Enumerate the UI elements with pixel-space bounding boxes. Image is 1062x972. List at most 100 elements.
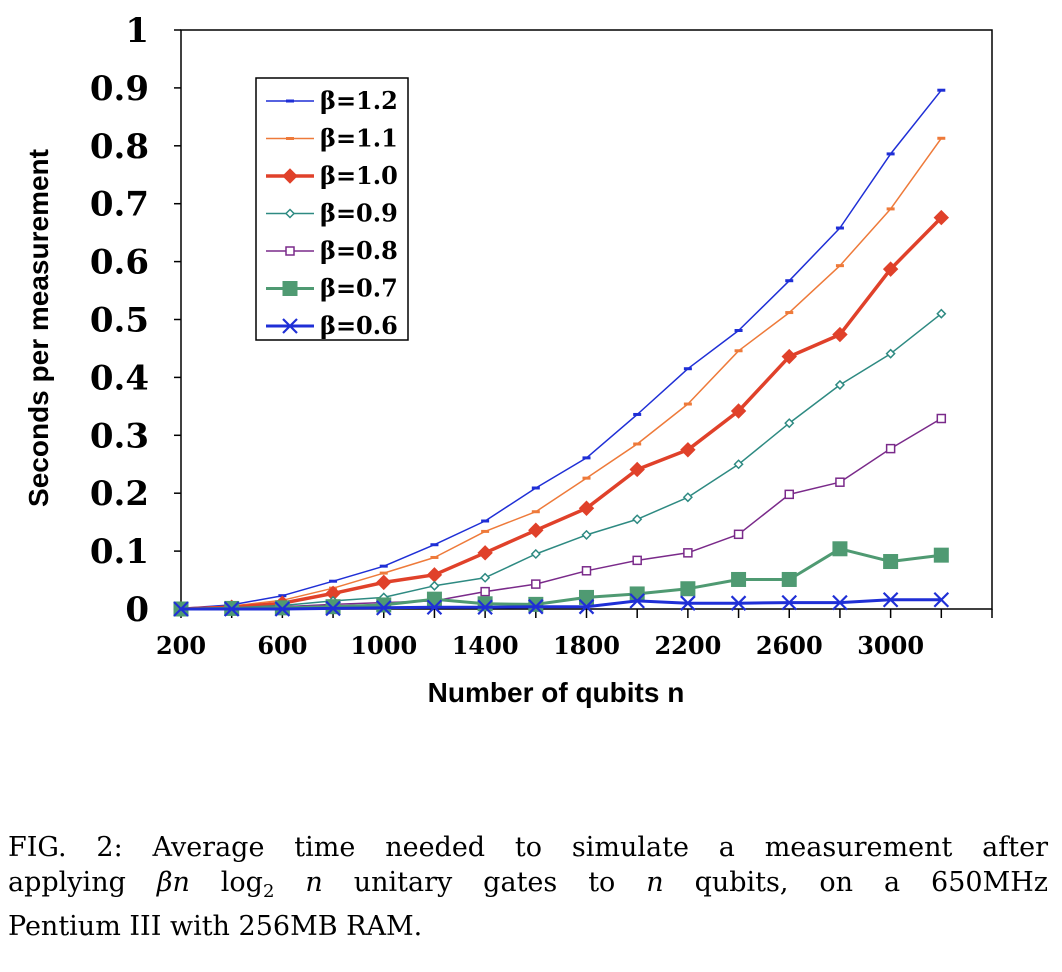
data-point (325, 599, 341, 615)
x-tick-label: 1800 (553, 631, 620, 660)
data-point (731, 571, 747, 587)
x-tick-label: 2200 (654, 631, 721, 660)
data-point (784, 418, 795, 429)
chart: 0 0.1 0.2 0.3 0.4 0.5 0.6 0.7 0.8 0.9 1 200 600 1000… (23, 11, 993, 708)
data-point (629, 586, 645, 602)
legend-swatch-marker (282, 281, 298, 296)
data-point (882, 591, 899, 608)
caption-text: unitary gates to (353, 867, 616, 898)
math-beta-n: βn (156, 867, 190, 898)
data-point (531, 579, 541, 589)
legend-label: β=1.2 (320, 86, 398, 115)
series-3 (175, 308, 947, 615)
data-point (581, 566, 592, 576)
caption-line-1: FIG. 2: Average time needed to simulate … (8, 832, 1048, 863)
series-6 (173, 591, 950, 617)
data-point (480, 572, 491, 583)
y-tick-label: 0.5 (90, 301, 149, 341)
legend-item: β=1.0 (266, 161, 398, 190)
series-line (180, 216, 943, 611)
legend-item: β=1.1 (266, 124, 398, 153)
legend-label: β=1.1 (320, 124, 398, 153)
series-line (181, 598, 942, 611)
data-point (426, 599, 443, 616)
y-tick-label: 0.4 (90, 358, 149, 398)
data-point (832, 541, 848, 557)
data-point (477, 599, 493, 616)
data-point (885, 348, 896, 359)
y-axis-label: Seconds per measurement (23, 149, 54, 507)
data-point (730, 595, 747, 611)
data-point (376, 574, 392, 591)
data-point (781, 594, 798, 611)
y-tick-label: 0.2 (90, 474, 149, 514)
data-point (885, 443, 896, 454)
data-point (781, 571, 797, 587)
data-point (680, 595, 696, 611)
data-point (528, 522, 544, 538)
data-point (426, 567, 443, 583)
legend-box (255, 77, 409, 341)
legend-label: β=0.9 (320, 199, 398, 228)
legend-swatch-marker (285, 246, 295, 256)
data-point (480, 586, 490, 597)
data-point (530, 548, 541, 560)
data-point (325, 600, 341, 617)
data-point (375, 600, 392, 616)
series-4 (176, 413, 947, 614)
math-log: log (220, 867, 263, 898)
x-axis-ticks: 200 600 1000 1400 1800 2200 2600 3000 (156, 609, 993, 660)
legend-swatch-marker (284, 208, 296, 219)
data-point (579, 589, 594, 605)
caption-text: applying (8, 867, 126, 898)
x-tick-label: 2600 (756, 631, 823, 660)
x-tick-label: 1000 (350, 631, 417, 660)
data-point (834, 379, 845, 390)
legend-label: β=0.6 (320, 311, 398, 340)
legend: β=1.2 β=1.1 β=1.0 β=0.9 β=0.8 β=0.7 β=0.6 (255, 77, 409, 341)
math-n: n (305, 867, 323, 898)
data-point (835, 477, 845, 487)
y-tick-label: 0.8 (90, 127, 149, 167)
x-tick-label: 3000 (857, 631, 924, 660)
data-point (832, 594, 848, 611)
data-point (528, 596, 544, 612)
data-point (426, 591, 442, 607)
data-point (682, 492, 693, 503)
data-point (784, 489, 794, 500)
data-point (933, 547, 949, 563)
legend-label: β=0.7 (320, 274, 398, 303)
data-point (933, 591, 950, 608)
y-axis-ticks: 0 0.1 0.2 0.3 0.4 0.5 0.6 0.7 0.8 0.9 1 (90, 11, 181, 630)
data-point (680, 442, 696, 458)
math-log-base: 2 (262, 881, 275, 902)
data-point (477, 545, 493, 561)
y-tick-label: 1 (125, 11, 149, 51)
data-point (936, 413, 947, 424)
math-n: n (646, 867, 664, 898)
series-line (180, 137, 942, 610)
series-line (180, 89, 942, 610)
data-point (882, 261, 899, 277)
y-tick-label: 0.1 (90, 532, 149, 572)
legend-label: β=1.0 (320, 161, 398, 190)
data-point (629, 593, 645, 609)
legend-label: β=0.8 (320, 236, 398, 265)
data-point (376, 597, 392, 613)
legend-item: β=0.6 (266, 311, 398, 340)
data-point (781, 348, 797, 365)
data-point (683, 548, 693, 558)
data-point (733, 529, 744, 540)
legend-swatch-marker (282, 318, 298, 334)
data-point (578, 500, 595, 516)
data-point (632, 555, 642, 566)
data-point (680, 581, 696, 597)
caption-line-2: applying βn log2 n unitary gates to n qu… (8, 865, 1048, 909)
legend-item: β=1.2 (266, 86, 398, 115)
data-point (733, 459, 744, 470)
legend-swatch-marker (282, 168, 298, 184)
data-point (578, 598, 595, 615)
data-point (632, 514, 643, 525)
series-line (180, 417, 942, 610)
data-point (730, 403, 747, 419)
